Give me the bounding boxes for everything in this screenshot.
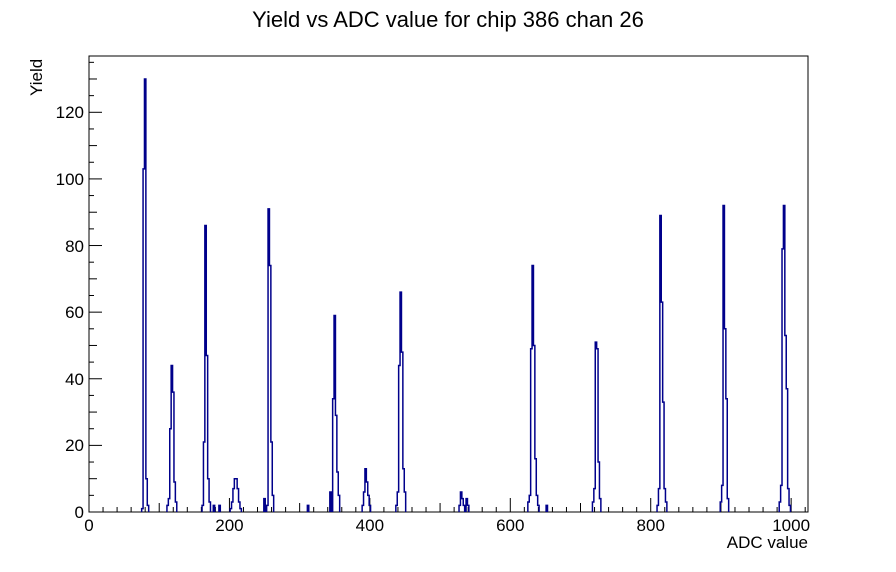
y-tick-label: 20	[65, 436, 84, 456]
x-tick-label: 600	[496, 516, 525, 535]
x-tick-label: 400	[355, 516, 385, 535]
plot-frame	[88, 55, 809, 513]
y-tick-label: 40	[65, 369, 84, 389]
y-tick-label: 100	[55, 169, 84, 189]
x-tick-label: 200	[215, 516, 244, 535]
histogram-line	[140, 78, 792, 512]
x-tick-label: 0	[84, 516, 94, 535]
y-tick-label: 80	[65, 236, 84, 256]
y-tick-label: 120	[55, 103, 84, 123]
y-tick-label: 60	[65, 303, 84, 323]
x-tick-label: 1000	[772, 516, 811, 535]
y-tick-label: 0	[74, 503, 84, 522]
chart-title: Yield vs ADC value for chip 386 chan 26	[252, 7, 644, 32]
x-tick-label: 800	[636, 516, 665, 535]
x-axis-title: ADC value	[726, 533, 808, 552]
